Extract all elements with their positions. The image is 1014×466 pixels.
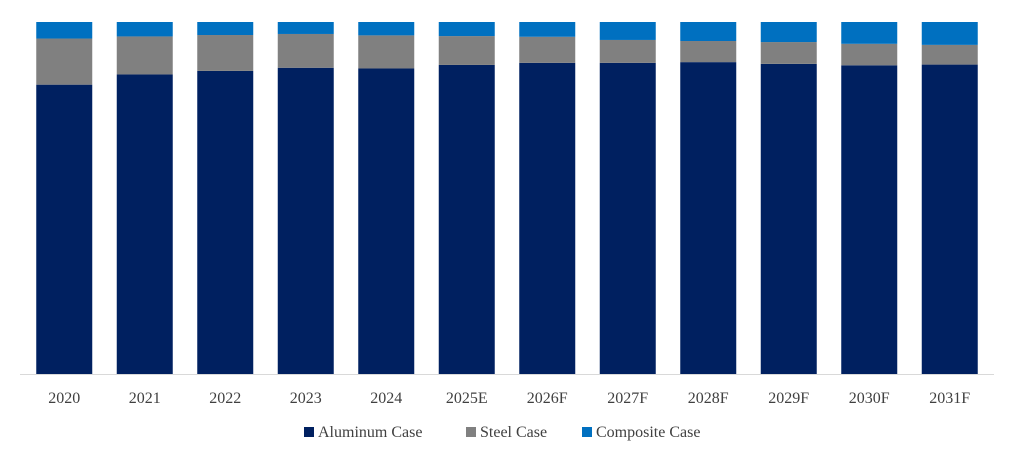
bar-segment-aluminum-case-2029f	[760, 63, 817, 374]
legend-swatch	[582, 427, 592, 437]
x-tick-label: 2026F	[527, 390, 568, 407]
bar-segment-steel-case-2021	[116, 36, 173, 75]
bar-segment-composite-case-2030f	[841, 22, 898, 44]
bar-segment-composite-case-2023	[277, 22, 334, 34]
bar-segment-aluminum-case-2031f	[921, 64, 978, 374]
bar-segment-aluminum-case-2030f	[841, 65, 898, 375]
x-tick-label: 2030F	[849, 390, 890, 407]
bar-segment-steel-case-2026f	[519, 36, 576, 63]
bar-segment-composite-case-2027f	[599, 22, 656, 40]
bar-segment-steel-case-2030f	[841, 43, 898, 66]
x-tick-label: 2029F	[768, 390, 809, 407]
bar-segment-aluminum-case-2022	[197, 70, 254, 375]
bar-segment-steel-case-2022	[197, 35, 254, 71]
x-tick-labels: 2020 2021 2022 2023 2024 2025E 2026F 2027F 2028F…	[48, 390, 970, 407]
bar-segment-composite-case-2026f	[519, 22, 576, 37]
x-tick-label: 2027F	[607, 390, 648, 407]
bar-segment-aluminum-case-2020	[36, 84, 93, 374]
x-tick-label: 2028F	[688, 390, 729, 407]
bar-segment-aluminum-case-2025e	[438, 64, 495, 374]
legend-swatch	[304, 427, 314, 437]
bars-layer	[36, 22, 978, 375]
legend-label: Composite Case	[596, 424, 700, 441]
x-tick-label: 2024	[370, 390, 402, 407]
bar-segment-composite-case-2024	[358, 22, 415, 36]
legend-item-composite-case: Composite Case	[582, 424, 700, 441]
bar-segment-steel-case-2031f	[921, 44, 978, 65]
bar-segment-composite-case-2031f	[921, 22, 978, 45]
x-tick-label: 2020	[48, 390, 80, 407]
bar-segment-steel-case-2025e	[438, 36, 495, 65]
x-tick-label: 2025E	[446, 390, 488, 407]
bar-segment-composite-case-2022	[197, 22, 254, 36]
legend-item-steel-case: Steel Case	[466, 424, 547, 441]
legend-item-aluminum-case: Aluminum Case	[304, 424, 422, 441]
legend-swatch	[466, 427, 476, 437]
bar-segment-aluminum-case-2027f	[599, 62, 656, 374]
bar-segment-steel-case-2028f	[680, 41, 737, 63]
bar-segment-steel-case-2020	[36, 38, 93, 85]
bar-segment-aluminum-case-2028f	[680, 62, 737, 374]
x-tick-label: 2022	[209, 390, 241, 407]
x-tick-label: 2023	[290, 390, 322, 407]
bar-segment-steel-case-2024	[358, 35, 415, 69]
legend-label: Steel Case	[480, 424, 547, 441]
bar-segment-composite-case-2028f	[680, 22, 737, 42]
bar-segment-aluminum-case-2024	[358, 68, 415, 375]
bar-segment-steel-case-2027f	[599, 39, 656, 63]
x-tick-label: 2021	[129, 390, 161, 407]
x-tick-label: 2031F	[929, 390, 970, 407]
bar-segment-aluminum-case-2023	[277, 67, 334, 374]
bar-segment-steel-case-2029f	[760, 42, 817, 64]
bar-segment-steel-case-2023	[277, 33, 334, 68]
legend: Aluminum Case Steel Case Composite Case	[304, 424, 700, 441]
bar-segment-composite-case-2021	[116, 22, 173, 37]
bar-segment-composite-case-2029f	[760, 22, 817, 43]
legend-label: Aluminum Case	[318, 424, 422, 441]
bar-segment-composite-case-2020	[36, 22, 93, 39]
bar-segment-aluminum-case-2026f	[519, 62, 576, 374]
bar-segment-aluminum-case-2021	[116, 74, 173, 374]
bar-segment-composite-case-2025e	[438, 22, 495, 37]
